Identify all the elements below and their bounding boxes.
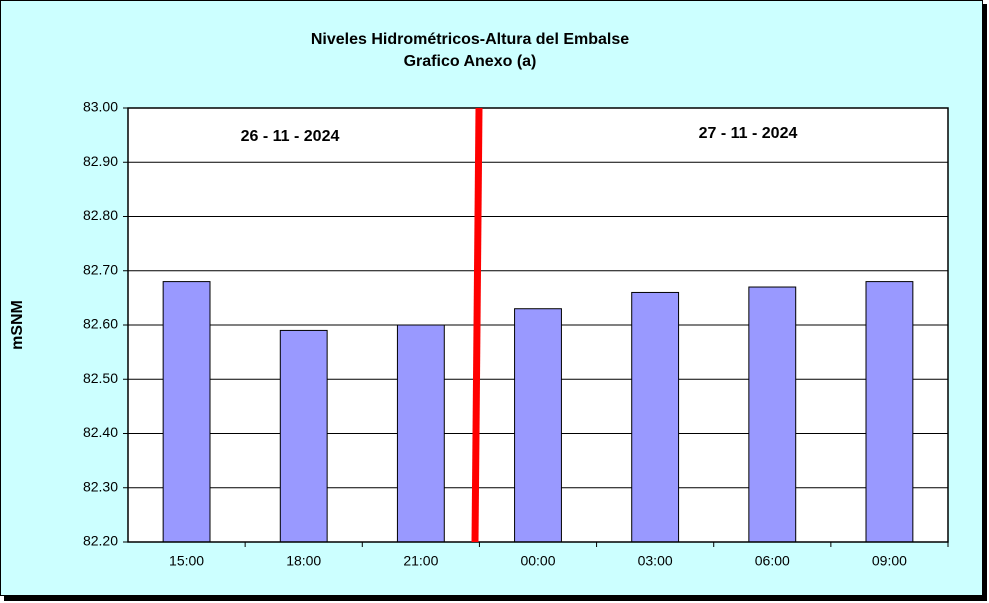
x-tick-label: 09:00 [872, 553, 907, 569]
y-tick-label: 83.00 [83, 99, 118, 115]
x-tick-label: 00:00 [520, 553, 555, 569]
y-tick-label: 82.60 [83, 316, 118, 332]
y-tick-label: 82.20 [83, 533, 118, 549]
x-tick-label: 21:00 [403, 553, 438, 569]
y-tick-label: 82.70 [83, 261, 118, 277]
chart-subtitle: Grafico Anexo (a) [404, 53, 537, 70]
y-tick-label: 82.80 [83, 207, 118, 223]
bar [631, 291, 680, 543]
y-tick-label: 82.30 [83, 478, 118, 494]
bar [514, 308, 562, 543]
y-tick-label: 82.90 [83, 153, 118, 169]
bar [162, 281, 211, 543]
y-axis-label: mSNM [9, 300, 26, 350]
bar [396, 324, 445, 543]
x-tick-label: 06:00 [755, 553, 790, 569]
x-tick-label: 03:00 [638, 553, 673, 569]
plot-border [127, 107, 949, 543]
chart-title: Niveles Hidrométricos-Altura del Embalse [311, 31, 629, 48]
bar [279, 329, 328, 543]
x-tick-label: 18:00 [286, 553, 321, 569]
annotation: 26 - 11 - 2024 [241, 128, 340, 145]
divider [471, 107, 483, 543]
bar [865, 281, 914, 543]
y-tick-label: 82.50 [83, 370, 118, 386]
x-tick-label: 15:00 [169, 553, 204, 569]
bar [748, 286, 797, 543]
y-tick-label: 82.40 [83, 424, 118, 440]
annotation: 27 - 11 - 2024 [699, 125, 798, 142]
